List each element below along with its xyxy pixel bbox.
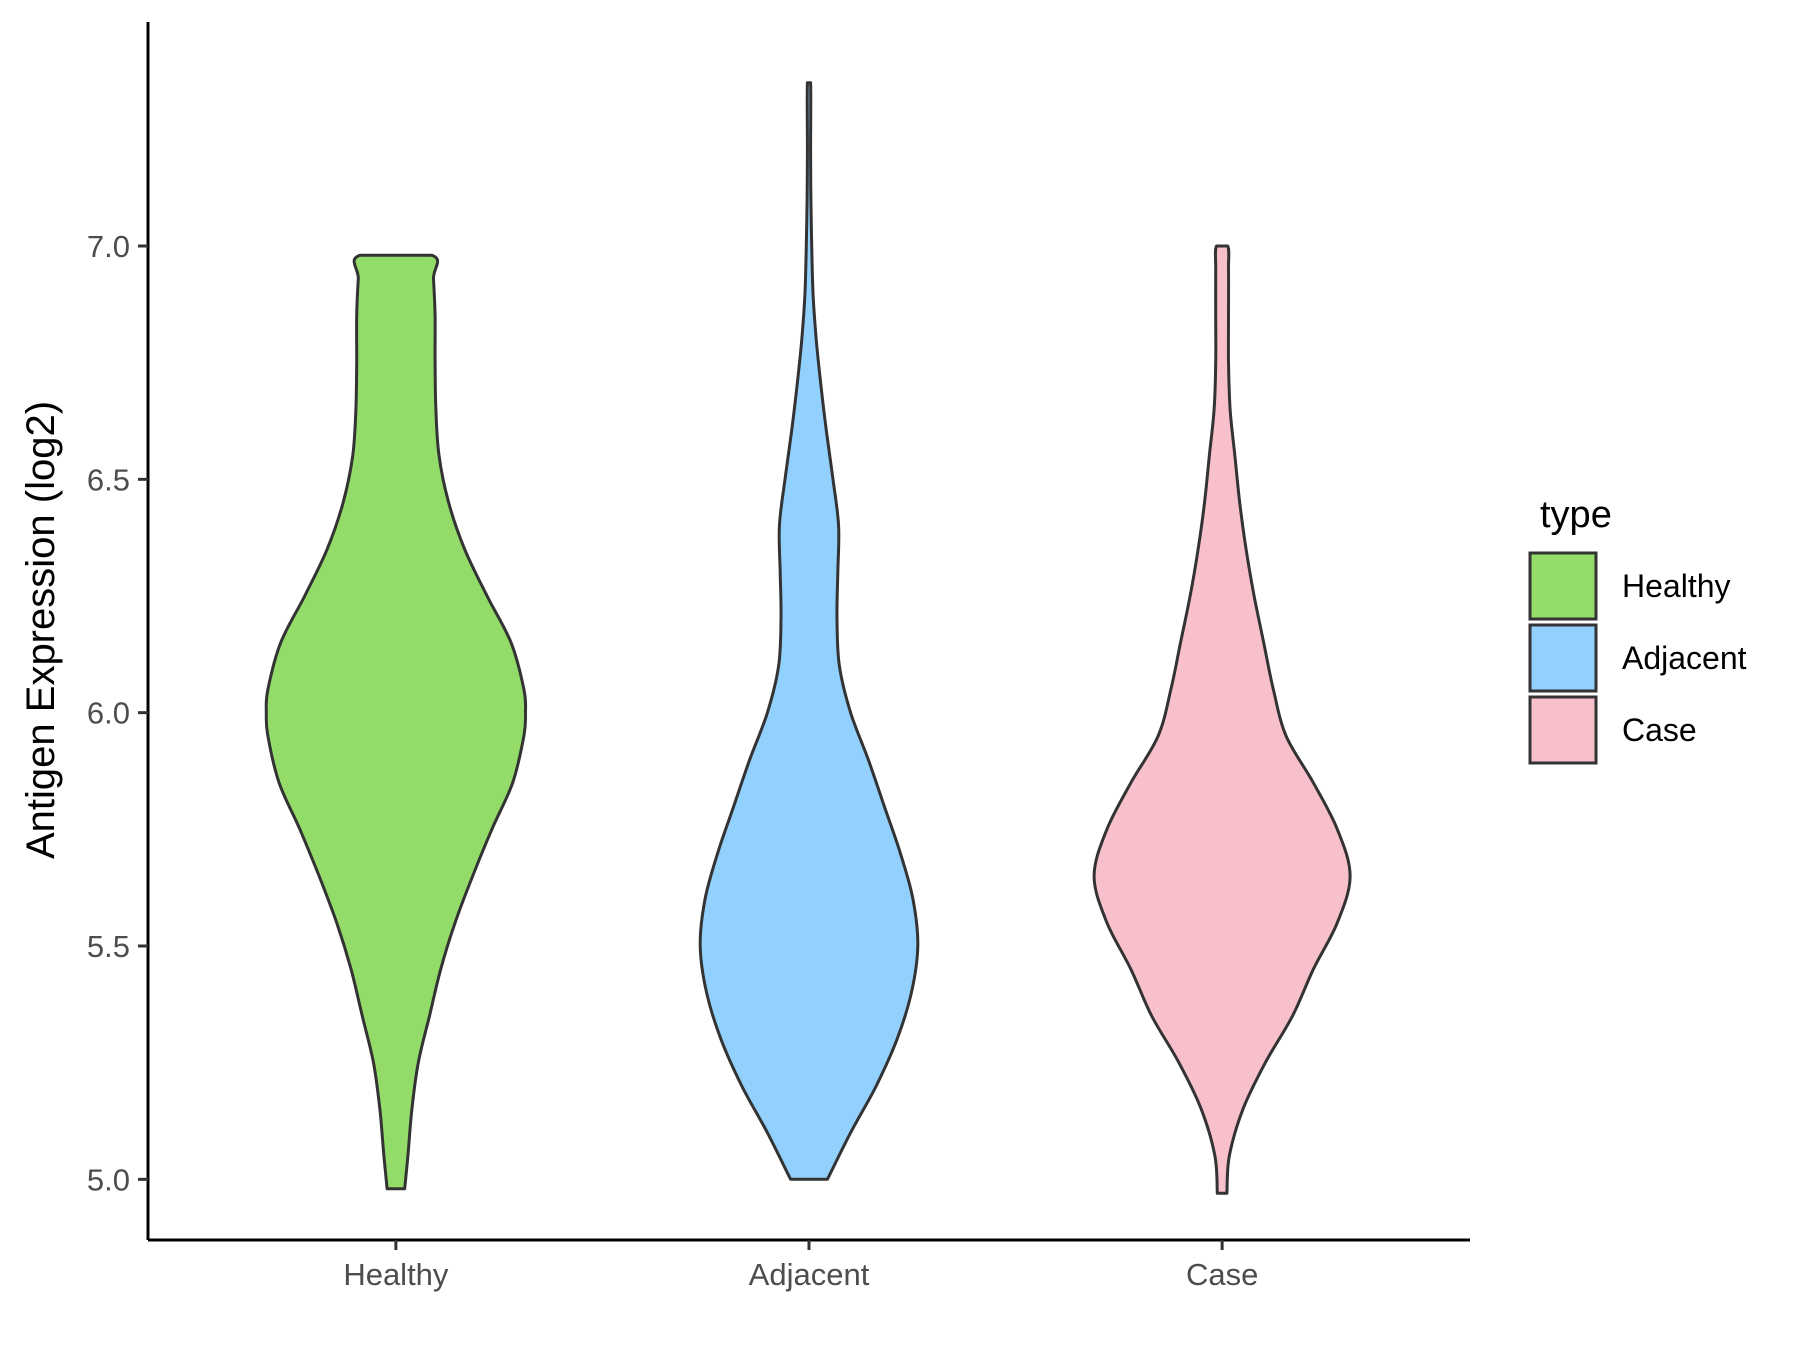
y-tick-label: 6.5 — [87, 462, 130, 497]
legend-key-healthy — [1528, 551, 1598, 621]
legend: type Healthy Adjacent Case — [1528, 494, 1747, 765]
legend-key-case — [1528, 695, 1598, 765]
y-axis-title: Antigen Expression (log2) — [19, 401, 63, 859]
x-tick-label: Case — [1186, 1257, 1258, 1292]
violin-layer — [264, 81, 1352, 1195]
x-ticks: Healthy Adjacent Case — [343, 1240, 1258, 1292]
x-tick-label: Healthy — [343, 1257, 449, 1292]
legend-label: Case — [1622, 712, 1697, 748]
violin-case — [1092, 244, 1352, 1195]
legend-label: Adjacent — [1622, 640, 1747, 676]
violin-adjacent — [698, 81, 920, 1181]
legend-label: Healthy — [1622, 568, 1731, 604]
legend-key-adjacent — [1528, 623, 1598, 693]
x-tick-label: Adjacent — [749, 1257, 870, 1292]
violin-healthy — [264, 253, 528, 1191]
y-tick-label: 7.0 — [87, 229, 130, 264]
y-tick-label: 5.5 — [87, 929, 130, 964]
y-ticks: 5.0 5.5 6.0 6.5 7.0 — [87, 229, 148, 1197]
y-tick-label: 5.0 — [87, 1162, 130, 1197]
legend-title: type — [1540, 494, 1612, 536]
y-tick-label: 6.0 — [87, 696, 130, 731]
